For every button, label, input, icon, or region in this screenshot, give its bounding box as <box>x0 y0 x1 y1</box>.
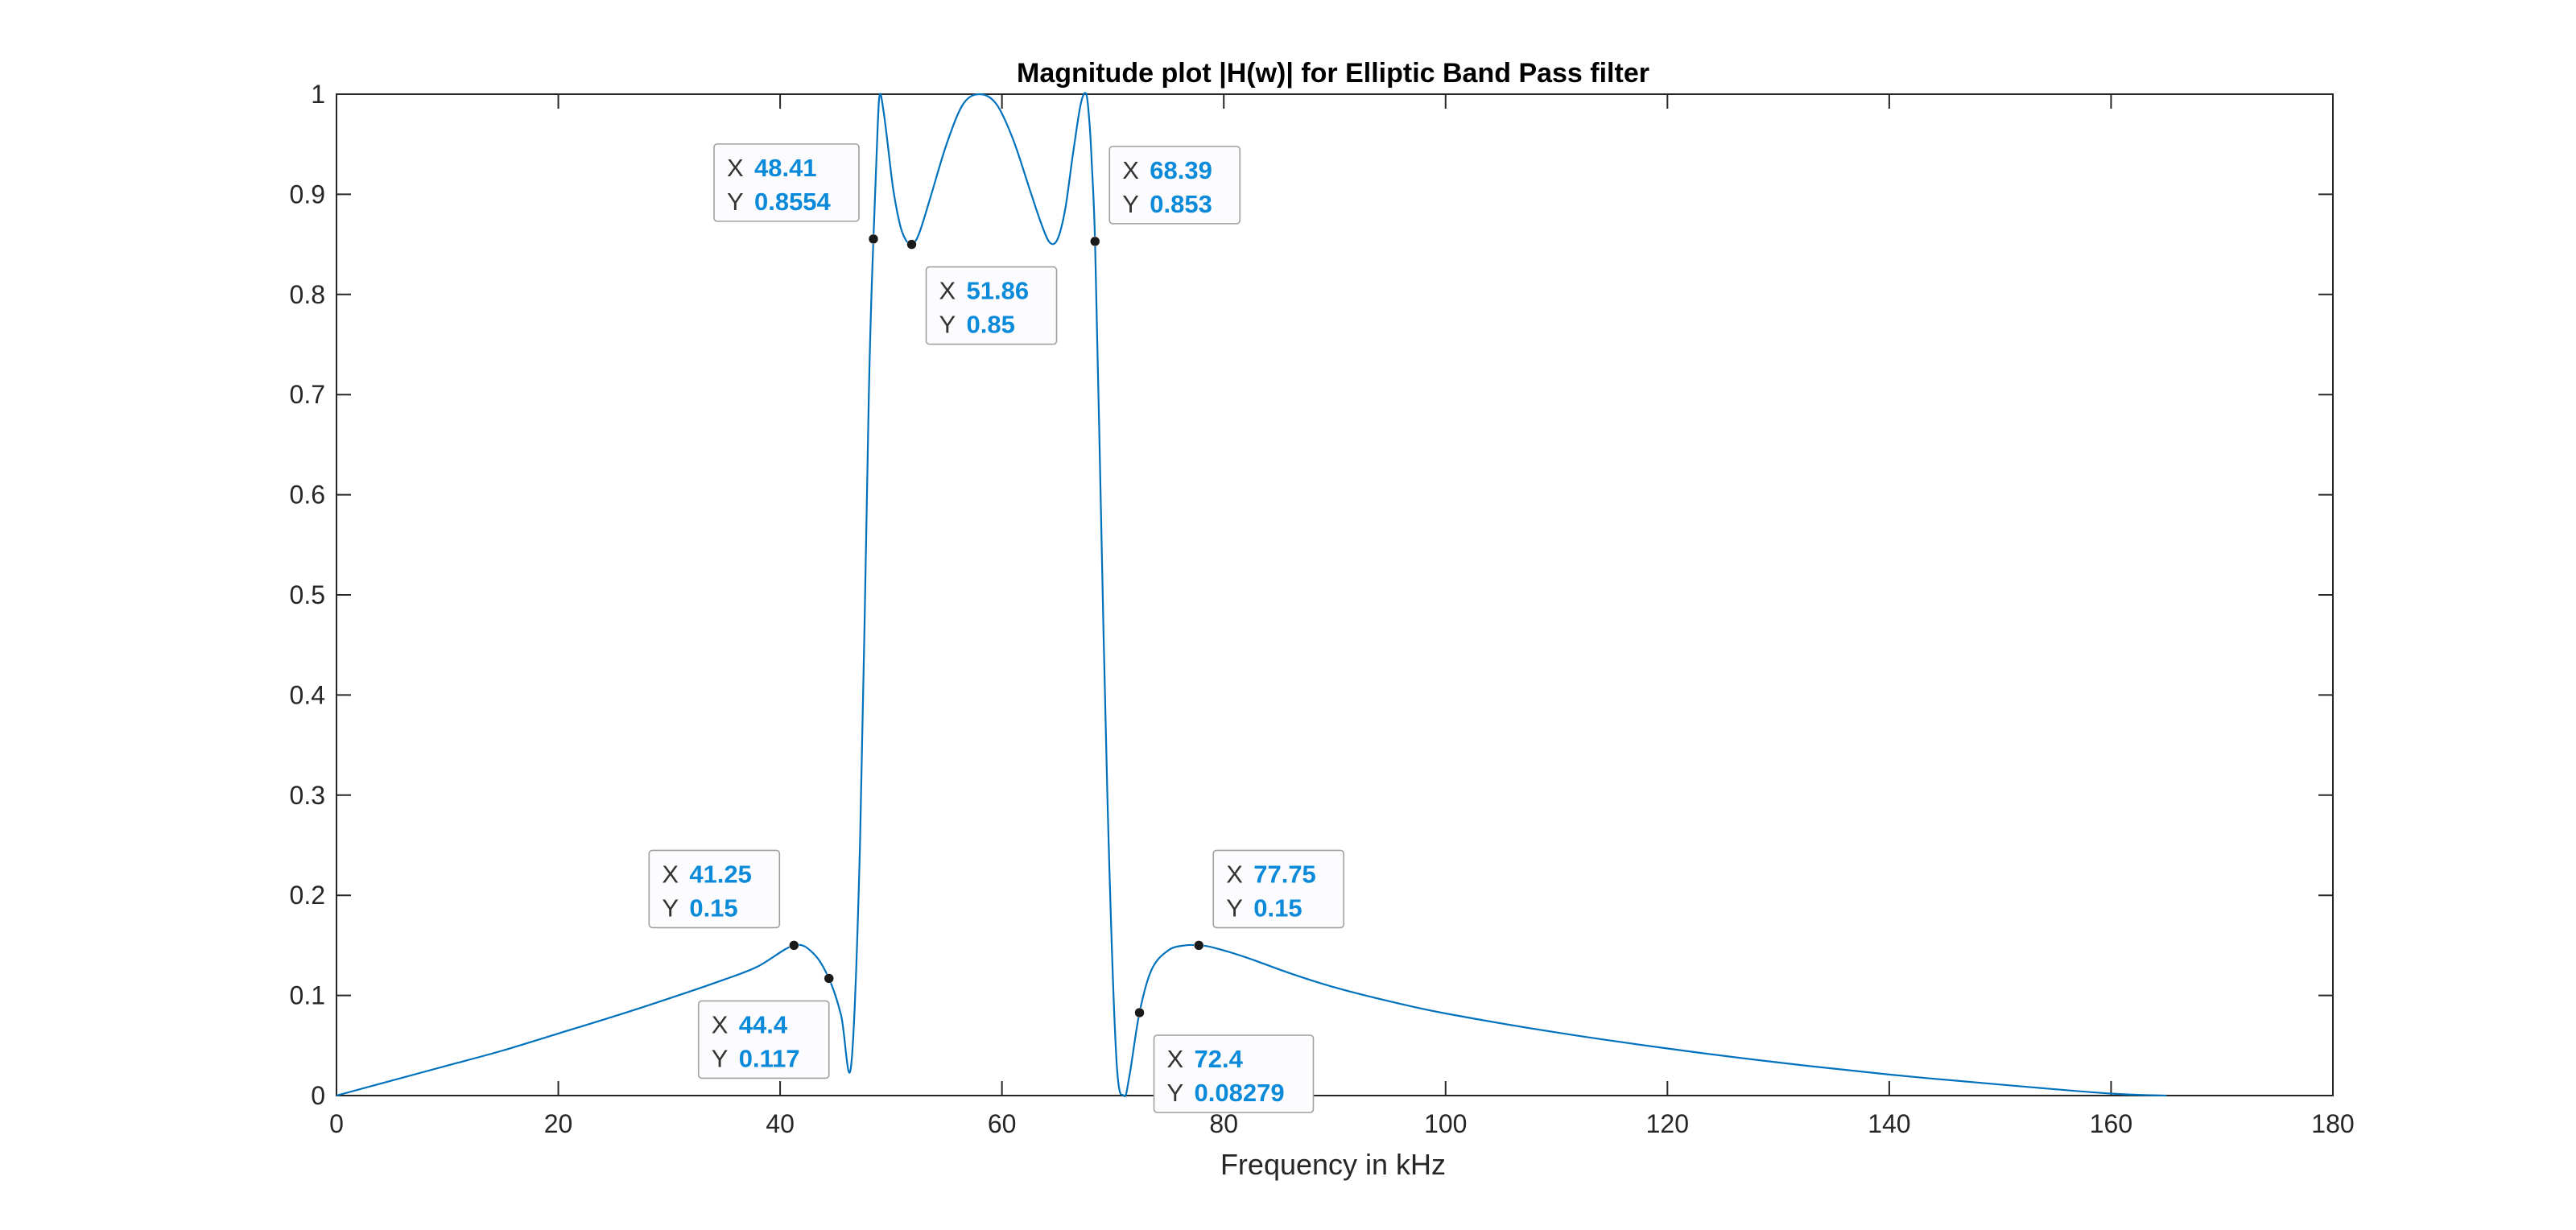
datatip-y-value: 0.15 <box>1253 894 1302 922</box>
datatip-x-value: 41.25 <box>689 860 752 888</box>
datatip-marker[interactable] <box>1193 940 1204 951</box>
y-tick-label: 0.5 <box>290 580 325 609</box>
y-tick-label: 0.3 <box>290 781 325 810</box>
datatip-x-key: X <box>727 154 744 182</box>
datatip-marker[interactable] <box>824 973 834 984</box>
datatip-x-key: X <box>712 1010 729 1038</box>
datatip-x-value: 44.4 <box>739 1010 788 1038</box>
datatip-x-value: 51.86 <box>967 277 1030 305</box>
datatip-y-key: Y <box>712 1044 729 1072</box>
datatip-y-key: Y <box>1167 1079 1184 1107</box>
datatip-x-key: X <box>939 277 956 305</box>
datatip[interactable]: X 72.4 Y 0.08279 <box>1134 1007 1315 1113</box>
datatip-y-key: Y <box>1226 894 1243 922</box>
axes: 0 20 40 60 80 100 120 140 160 180 0 0.1 0.2 0.3 0.4 0.5… <box>290 80 2355 1138</box>
x-tick-label: 160 <box>2090 1109 2132 1138</box>
datatip-x-value: 48.41 <box>754 154 817 182</box>
datatip[interactable]: X 51.86 Y 0.85 <box>906 239 1058 345</box>
datatip-x-key: X <box>1122 156 1139 184</box>
magnitude-line <box>336 92 2167 1097</box>
axes-box <box>336 93 2334 1096</box>
x-tick-label: 120 <box>1646 1109 1689 1138</box>
datatip-y-key: Y <box>727 188 744 216</box>
datatip-marker[interactable] <box>1090 236 1100 247</box>
x-axis-label: Frequency in kHz <box>1220 1148 1446 1181</box>
y-tick-label: 0.1 <box>290 981 325 1010</box>
x-tick-label: 60 <box>988 1109 1017 1138</box>
datatip-y-key: Y <box>1122 190 1139 218</box>
datatip-box[interactable] <box>1212 849 1345 929</box>
datatip[interactable]: X 44.4 Y 0.117 <box>697 973 834 1079</box>
datatip-y-value: 0.8554 <box>754 188 832 216</box>
y-tick-label: 0.4 <box>290 680 325 709</box>
y-tick-label: 1 <box>311 80 325 109</box>
y-tick-label: 0 <box>311 1081 325 1110</box>
x-tick-label: 0 <box>329 1109 344 1138</box>
datatips: X 48.41 Y 0.8554 X 51.86 Y 0.85 X 68.39 Y 0.853 X 41.… <box>648 143 1345 1113</box>
datatip[interactable]: X 68.39 Y 0.853 <box>1090 146 1241 247</box>
datatip-box[interactable] <box>1153 1034 1315 1113</box>
datatip-y-key: Y <box>939 311 956 339</box>
datatip-y-key: Y <box>662 894 679 922</box>
datatip-y-value: 0.85 <box>967 311 1015 339</box>
datatip-x-key: X <box>1167 1045 1184 1073</box>
datatip-marker[interactable] <box>906 239 917 250</box>
datatip[interactable]: X 77.75 Y 0.15 <box>1193 849 1345 951</box>
y-tick-label: 0.9 <box>290 180 325 208</box>
datatip-y-value: 0.08279 <box>1195 1079 1285 1107</box>
magnitude-curve <box>336 92 2167 1097</box>
datatip[interactable]: X 41.25 Y 0.15 <box>648 849 799 951</box>
y-tick-label: 0.7 <box>290 380 325 409</box>
x-tick-label: 40 <box>766 1109 795 1138</box>
datatip-marker[interactable] <box>868 233 879 245</box>
datatip-y-value: 0.117 <box>739 1044 800 1072</box>
datatip-box[interactable] <box>713 143 860 222</box>
x-tick-label: 140 <box>1868 1109 1910 1138</box>
x-tick-label: 20 <box>544 1109 573 1138</box>
datatip-box[interactable] <box>925 266 1058 345</box>
y-tick-label: 0.8 <box>290 280 325 309</box>
datatip-x-value: 68.39 <box>1150 156 1212 184</box>
datatip-marker[interactable] <box>1134 1007 1145 1018</box>
datatip-y-value: 0.15 <box>689 894 737 922</box>
datatip-marker[interactable] <box>789 940 799 951</box>
datatip[interactable]: X 48.41 Y 0.8554 <box>713 143 879 245</box>
y-tick-label: 0.6 <box>290 481 325 510</box>
datatip-box[interactable] <box>697 1000 830 1079</box>
datatip-y-value: 0.853 <box>1150 190 1212 218</box>
datatip-x-key: X <box>1226 860 1243 888</box>
x-tick-label: 100 <box>1424 1109 1467 1138</box>
datatip-x-value: 72.4 <box>1195 1045 1244 1073</box>
datatip-x-key: X <box>662 860 679 888</box>
datatip-x-value: 77.75 <box>1253 860 1316 888</box>
x-tick-label: 80 <box>1209 1109 1238 1138</box>
x-tick-label: 180 <box>2311 1109 2354 1138</box>
datatip-box[interactable] <box>1108 146 1241 225</box>
chart-title: Magnitude plot |H(w)| for Elliptic Band … <box>1017 58 1649 89</box>
datatip-box[interactable] <box>648 849 781 929</box>
y-tick-label: 0.2 <box>290 881 325 910</box>
